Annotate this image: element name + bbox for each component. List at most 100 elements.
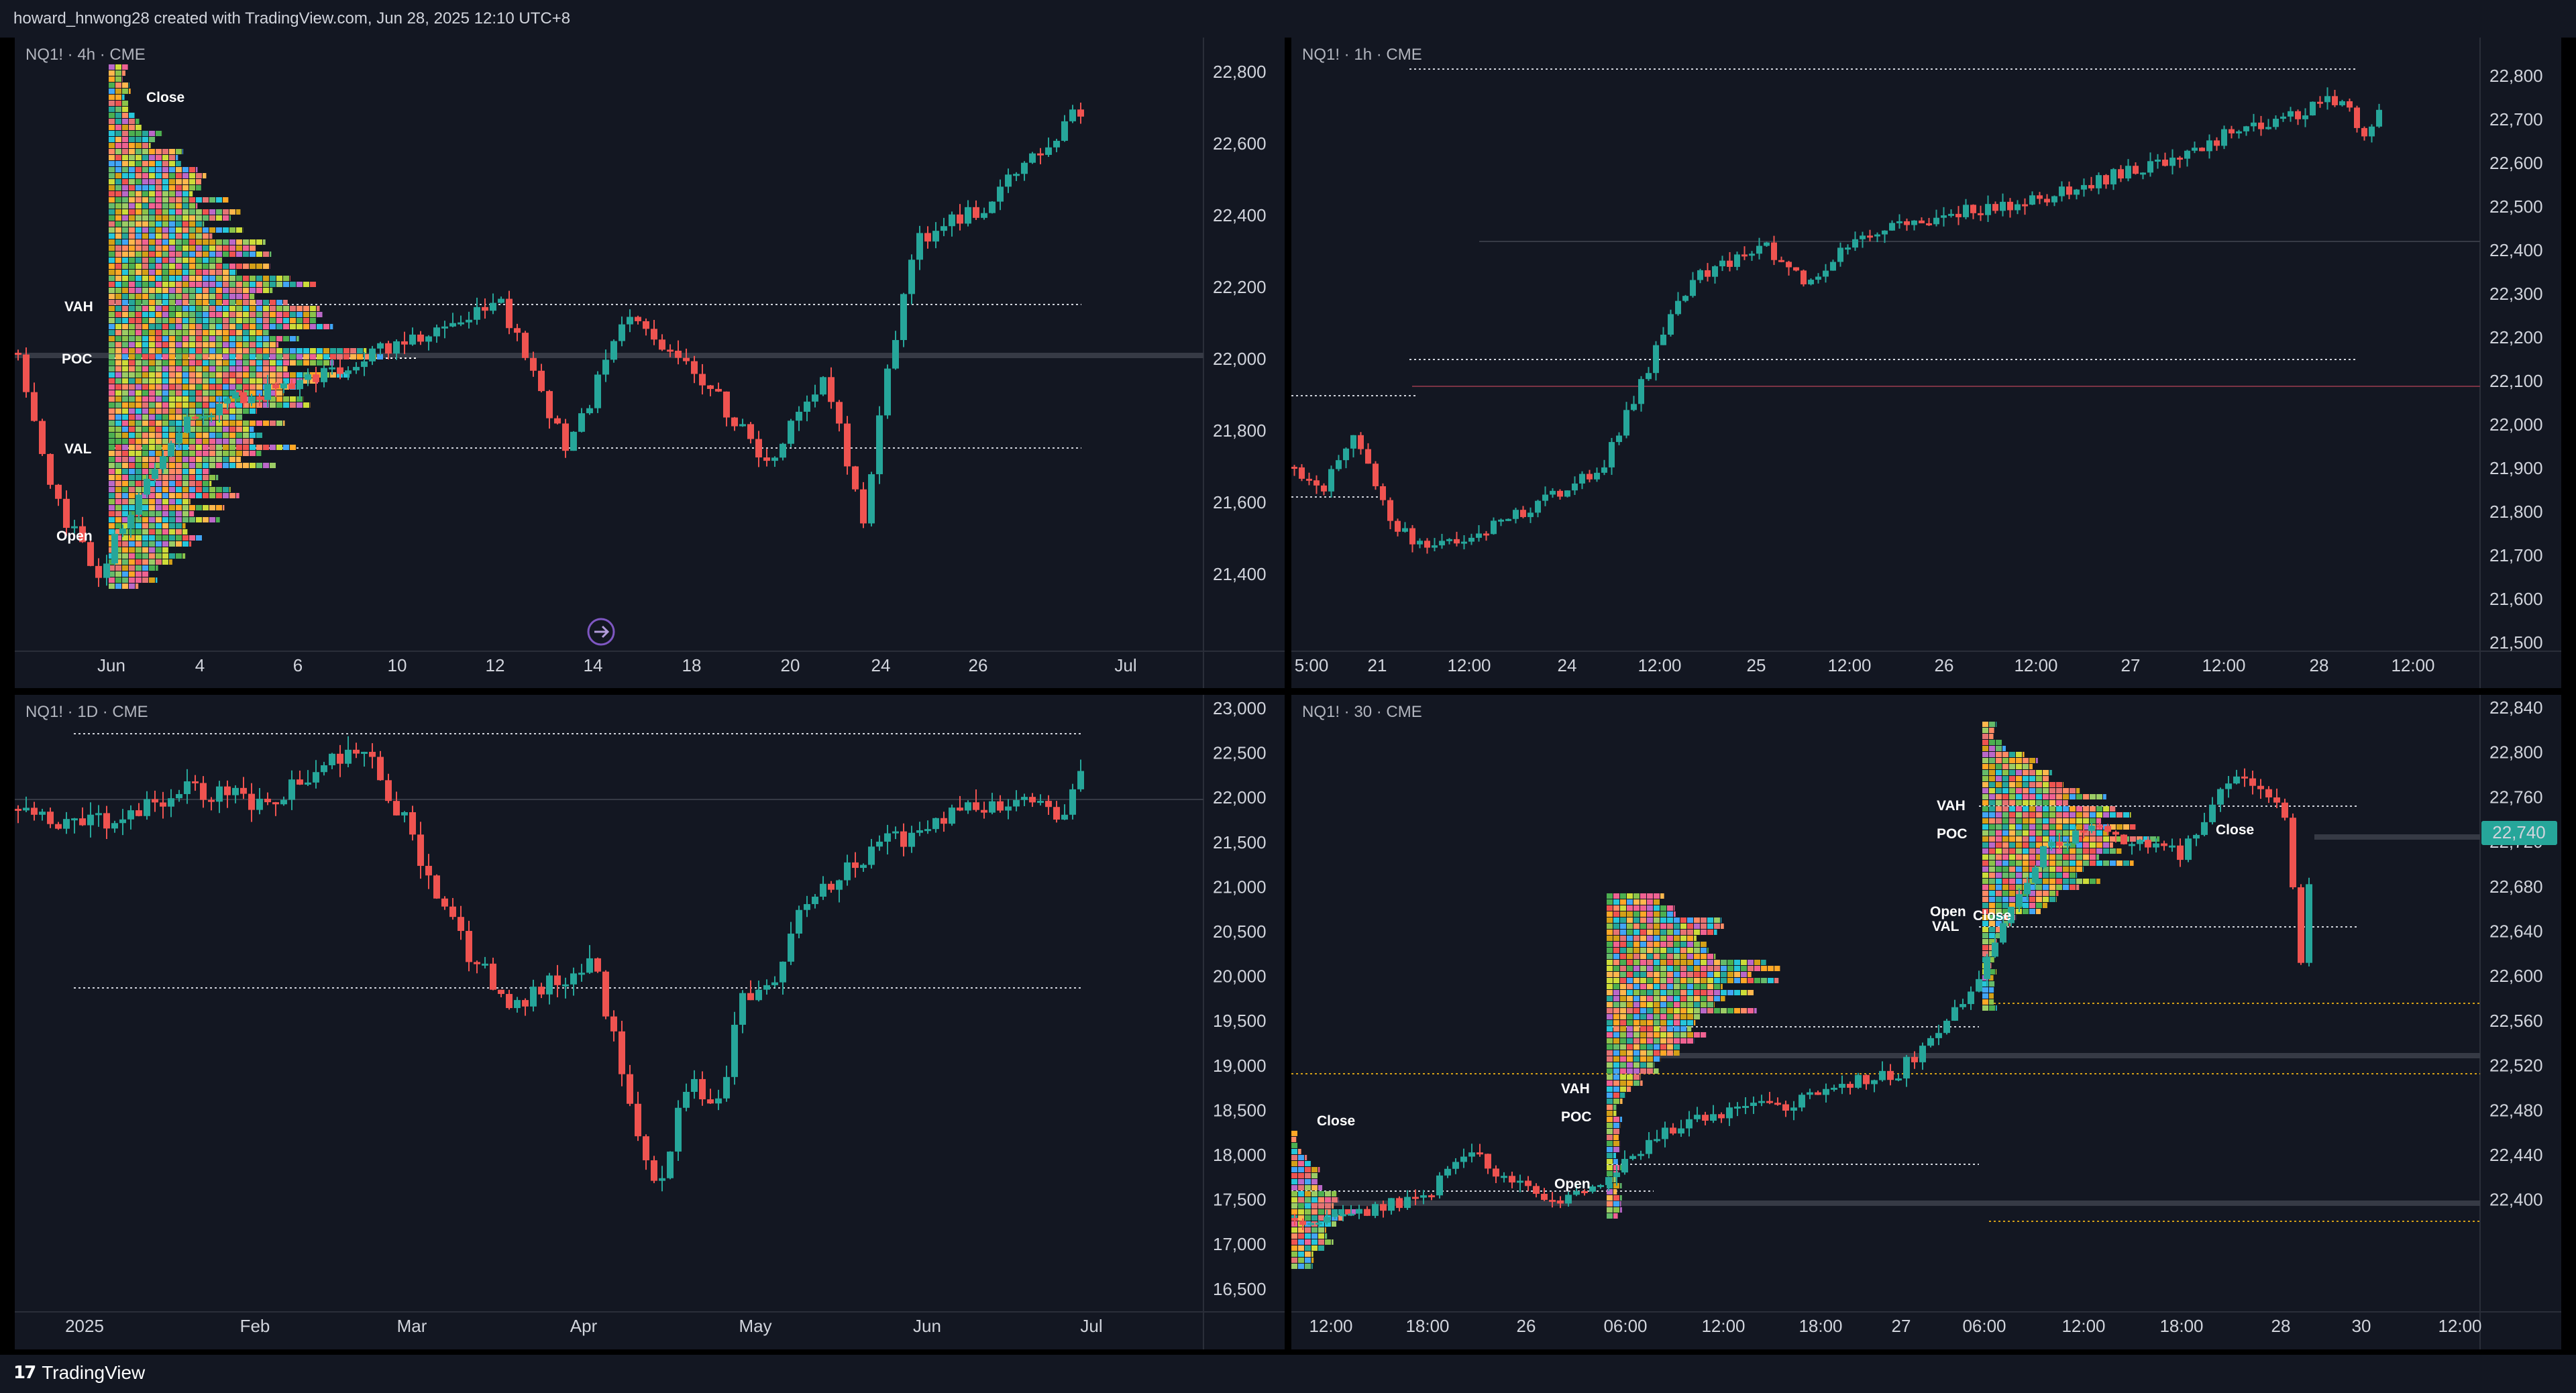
candle [433, 875, 440, 899]
volume-profile-cell [169, 529, 175, 535]
volume-profile-cell [209, 505, 215, 510]
volume-profile-cell [250, 252, 256, 257]
candle [699, 1078, 706, 1100]
volume-profile-cell [2110, 836, 2116, 842]
volume-profile-cell [162, 270, 168, 275]
volume-profile-cell [1607, 1020, 1613, 1025]
volume-profile-cell [149, 427, 155, 432]
volume-profile-cell [1741, 978, 1747, 983]
chart-panel-30m[interactable]: NQ1! · 30 · CME 22,84022,80022,76022,720… [1291, 695, 2561, 1349]
volume-profile-cell [156, 276, 162, 281]
volume-profile-cell [2016, 764, 2022, 769]
volume-profile-cell [209, 336, 215, 341]
chart-canvas[interactable]: 23,00022,50022,00021,50021,00020,50020,0… [15, 695, 1285, 1349]
volume-profile-cell [156, 330, 162, 335]
volume-profile-cell [2002, 770, 2008, 775]
volume-profile-cell [203, 342, 209, 347]
volume-profile-cell [115, 264, 121, 269]
volume-profile-cell [115, 76, 121, 82]
volume-profile-cell [2063, 812, 2069, 818]
chart-canvas[interactable]: 22,84022,80022,76022,72022,68022,64022,6… [1291, 695, 2561, 1349]
volume-profile-cell [2049, 897, 2055, 902]
volume-profile-cell [270, 445, 276, 450]
volume-profile-cell [176, 457, 182, 462]
candle [1889, 223, 1895, 231]
volume-profile-cell [1654, 1038, 1660, 1044]
chart-panel-1h[interactable]: NQ1! · 1h · CME 22,800 22,700 22,600 22,500… [1291, 38, 2561, 688]
candle [200, 783, 207, 800]
volume-profile-cell [216, 330, 222, 335]
chart-panel-4h[interactable]: NQ1! · 4h · CME 22,800 22,600 22,400 22,200… [15, 38, 1285, 688]
volume-profile-cell [229, 360, 235, 366]
volume-profile-cell [1714, 960, 1720, 965]
volume-profile-cell [216, 427, 222, 432]
volume-profile-cell [1714, 972, 1720, 977]
volume-profile-cell [1311, 1227, 1318, 1233]
volume-profile-cell [203, 517, 209, 522]
volume-profile-cell [122, 408, 128, 414]
time-axis-label: 12 [486, 655, 505, 675]
candle [949, 807, 955, 824]
volume-profile-cell [236, 209, 241, 215]
candle [1867, 235, 1873, 238]
volume-profile-cell [1647, 1068, 1653, 1074]
candle [1395, 520, 1401, 532]
volume-profile-cell [109, 82, 115, 88]
candle [602, 359, 609, 375]
volume-profile-cell [1607, 1093, 1613, 1098]
candle [2265, 127, 2271, 129]
candle [2193, 834, 2200, 839]
volume-profile-cell [250, 384, 256, 390]
volume-profile-cell [1989, 782, 1995, 787]
candle [2258, 122, 2264, 129]
volume-profile-cell [223, 348, 229, 353]
volume-profile-cell [1667, 972, 1673, 977]
volume-profile-cell [129, 306, 135, 311]
candle [2206, 140, 2212, 152]
volume-profile-cell [142, 276, 148, 281]
volume-profile-cell [115, 457, 121, 462]
volume-profile-cell [169, 390, 175, 396]
volume-profile-cell [2016, 818, 2022, 824]
candle [546, 975, 553, 995]
volume-profile-cell [129, 324, 135, 329]
chart-canvas[interactable]: 22,80022,60022,40022,20022,00021,80021,6… [15, 38, 1285, 688]
volume-profile-cell [176, 421, 182, 426]
volume-profile-cell [2002, 758, 2008, 763]
chart-panel-1d[interactable]: NQ1! · 1D · CME 23,000 22,500 22,000 21,500… [15, 695, 1285, 1349]
volume-profile-cell [1996, 933, 2002, 938]
chart-canvas[interactable]: 22,80022,70022,60022,50022,40022,30022,2… [1291, 38, 2561, 688]
volume-profile-cell [2029, 770, 2035, 775]
candle [2273, 797, 2280, 803]
volume-profile-cell [2036, 873, 2042, 878]
volume-profile-cell [216, 354, 222, 359]
tradingview-logo-icon[interactable]: 17 TradingView [13, 1361, 145, 1384]
volume-profile-cell [1727, 972, 1733, 977]
volume-profile-cell [142, 517, 148, 522]
volume-profile-cell [1647, 1050, 1653, 1056]
volume-profile-cell [1627, 930, 1633, 935]
candle [63, 498, 70, 528]
volume-profile-cell [182, 499, 189, 504]
candle [602, 971, 609, 1017]
volume-profile-cell [1989, 806, 1995, 812]
price-axis-label: 21,800 [1213, 421, 1267, 441]
volume-profile-cell [169, 306, 175, 311]
vah-label: VAH [1937, 798, 1966, 814]
close-label: Close [146, 90, 184, 105]
volume-profile-cell [1989, 824, 1995, 830]
volume-profile-cell [1620, 1038, 1626, 1044]
volume-profile-cell [1298, 1173, 1304, 1178]
volume-profile-cell [1613, 1002, 1619, 1007]
volume-profile-cell [317, 360, 323, 366]
candle [498, 298, 504, 303]
candle [361, 752, 368, 755]
volume-profile-cell [243, 421, 249, 426]
volume-profile-cell [115, 203, 121, 209]
volume-profile-cell [209, 427, 215, 432]
volume-profile-cell [1989, 909, 1995, 914]
volume-profile-cell [156, 517, 162, 522]
volume-profile-cell [1311, 1251, 1313, 1257]
volume-profile-cell [136, 294, 142, 299]
volume-profile-cell [142, 390, 148, 396]
